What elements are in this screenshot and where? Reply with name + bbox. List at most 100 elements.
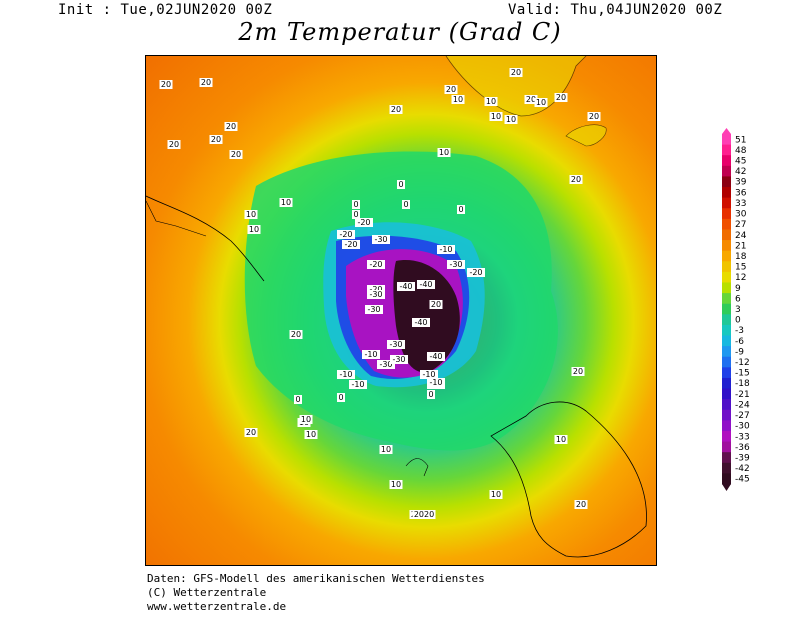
contour-label: -30: [449, 260, 462, 269]
legend-swatch: [722, 218, 731, 230]
legend-swatch: [722, 356, 731, 368]
legend-swatch: [722, 155, 731, 167]
legend-swatch: [722, 261, 731, 273]
contour-label-bg: [299, 415, 313, 424]
contour-label: 20: [231, 150, 241, 159]
contour-label: 20: [201, 78, 211, 87]
contour-label: -40: [429, 352, 442, 361]
coastline-africa: [445, 56, 587, 117]
legend-label: 30: [735, 210, 747, 220]
legend-label: -42: [735, 464, 750, 474]
legend-swatch: [722, 420, 731, 432]
contour-label: 10: [491, 112, 501, 121]
contour-label-bg: [352, 210, 360, 219]
contour-label: 20: [526, 95, 536, 104]
contour-label-bg: [247, 225, 261, 234]
contour-label: 10: [249, 225, 259, 234]
contour-label: 10: [281, 198, 291, 207]
contour-label-bg: [367, 285, 385, 294]
contour-label-bg: [420, 370, 438, 379]
legend-swatch: [722, 282, 731, 294]
contour-label: 20: [589, 112, 599, 121]
contour-label: -30: [389, 340, 402, 349]
contour-label: -10: [429, 378, 442, 387]
contour-label: 10: [486, 97, 496, 106]
contour-label: 2020: [414, 510, 434, 519]
contour-label-bg: [429, 300, 443, 309]
footer-copyright: (C) Wetterzentrale: [147, 586, 267, 599]
coastline-south-america: [146, 195, 265, 282]
contour-label-bg: [554, 435, 568, 444]
contour-label-bg: [367, 290, 385, 299]
contour-label: 0: [398, 180, 403, 189]
legend-label: -18: [735, 379, 750, 389]
contour-label-bg: [504, 115, 518, 124]
contour-label-bg: [279, 198, 293, 207]
contour-label: -10: [364, 350, 377, 359]
contour-label: 10: [301, 415, 311, 424]
contour-label-bg: [534, 98, 548, 107]
contour-label: 10: [246, 210, 256, 219]
legend-swatch: [722, 324, 731, 337]
contour-label-bg: [427, 390, 435, 399]
contour-label-bg: [209, 135, 223, 144]
legend-label: 51: [735, 135, 746, 145]
contour-label-bg: [337, 230, 355, 239]
legend-swatch: [722, 399, 731, 411]
legend-swatch: [722, 293, 731, 305]
legend-swatch: [722, 271, 731, 283]
contour-label: -30: [367, 305, 380, 314]
contour-label: 20: [511, 68, 521, 77]
legend-swatch: [722, 144, 731, 156]
legend-swatch: [722, 335, 731, 347]
contour-label: 0: [338, 393, 343, 402]
contour-label: 10: [556, 435, 566, 444]
contour-label-bg: [389, 105, 403, 114]
contour-label-bg: [379, 445, 393, 454]
contour-label: -40: [419, 280, 432, 289]
legend-arrow-bottom: [722, 484, 731, 491]
legend-label: 27: [735, 220, 746, 230]
contour-label: -10: [351, 380, 364, 389]
contour-label: 10: [306, 430, 316, 439]
contour-label: -40: [414, 318, 427, 327]
contour-label-bg: [574, 500, 588, 509]
contour-label-bg: [289, 330, 303, 339]
legend-label: -9: [735, 347, 744, 357]
legend-label: -15: [735, 369, 750, 379]
legend-swatch: [722, 462, 731, 474]
legend-label: -33: [735, 432, 750, 442]
contour-label-bg: [390, 355, 408, 364]
legend-label: -3: [735, 326, 744, 336]
legend-label: 0: [735, 316, 741, 326]
contour-label: 0: [295, 395, 300, 404]
contour-label: -30: [379, 360, 392, 369]
contour-label: 20: [226, 122, 236, 131]
legend-label: 6: [735, 294, 741, 304]
contour-label-bg: [167, 140, 181, 149]
legend-swatch: [722, 346, 731, 358]
legend-swatch: [722, 208, 731, 220]
contour-label-bg: [397, 180, 405, 189]
contour-label-bg: [444, 85, 458, 94]
coastline-madagascar: [565, 124, 607, 147]
contour-label-bg: [437, 245, 455, 254]
contour-label: 0: [428, 390, 433, 399]
contour-label: 20: [391, 105, 401, 114]
color-legend: 51484542393633302724211815129630-3-6-9-1…: [722, 128, 750, 491]
legend-label: 3: [735, 305, 741, 315]
legend-swatch: [722, 473, 731, 485]
footer-url: www.wetterzentrale.de: [147, 600, 287, 613]
contour-label-bg: [412, 318, 430, 327]
contour-label-bg: [484, 97, 498, 106]
legend-label: 21: [735, 241, 746, 251]
contour-label: 20: [211, 135, 221, 144]
legend-label: -12: [735, 358, 750, 368]
legend-swatch: [722, 377, 731, 390]
contour-label-bg: [294, 395, 302, 404]
contour-label-bg: [489, 112, 503, 121]
legend-swatch: [722, 176, 731, 188]
contour-label-bg: [451, 95, 465, 104]
legend-label: 42: [735, 167, 746, 177]
valid-time-label: Valid: Thu,04JUN2020 00Z: [508, 2, 723, 18]
